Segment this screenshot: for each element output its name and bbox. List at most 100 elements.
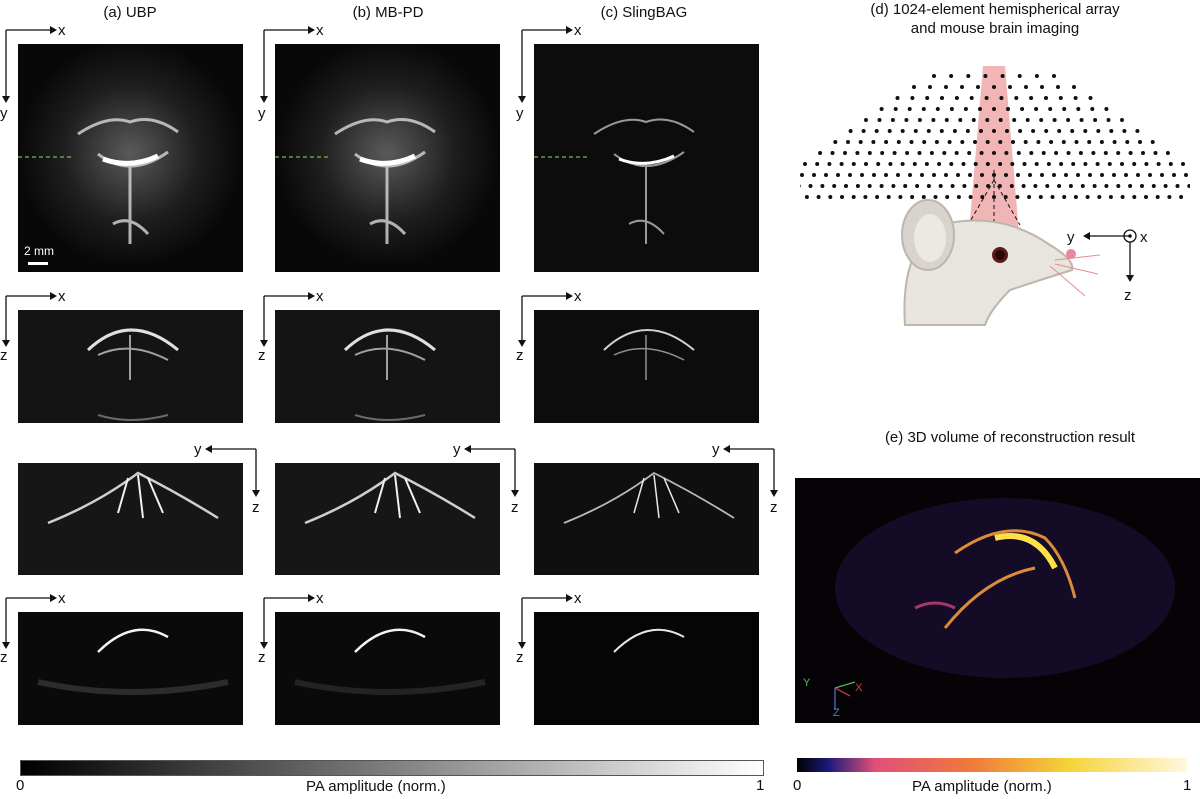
array-element-dot <box>1100 173 1104 177</box>
axis-gizmo-yz: y x z <box>1067 229 1148 304</box>
array-element-dot <box>1128 151 1133 155</box>
array-element-dot <box>867 184 872 188</box>
array-element-dot <box>879 184 884 188</box>
array-element-dot <box>1061 140 1066 144</box>
array-element-dot <box>984 96 989 100</box>
array-element-dot <box>864 162 868 166</box>
array-element-dot <box>1009 184 1014 188</box>
array-element-dot <box>1071 162 1076 166</box>
image-ubp-xz-slice <box>18 612 243 725</box>
array-element-dot <box>840 195 844 199</box>
array-element-dot <box>938 184 943 188</box>
array-element-dot <box>1095 162 1100 166</box>
array-element-dot <box>1016 173 1020 177</box>
array-element-dot <box>1070 129 1075 133</box>
hemispherical-array-diagram: y x z <box>758 60 1200 330</box>
array-element-dot <box>909 140 914 144</box>
axis-label: z <box>516 649 524 666</box>
array-element-dot <box>1172 173 1176 177</box>
array-element-dot <box>1014 96 1019 100</box>
axis-label: x <box>58 22 66 39</box>
array-element-dot <box>895 96 900 100</box>
array-element-dot <box>932 173 936 177</box>
array-element-dot <box>947 140 952 144</box>
array-element-dot <box>874 129 879 133</box>
image-ubp-xz <box>18 310 243 423</box>
gizmo-label-z: Z <box>833 707 840 719</box>
array-element-dot <box>1135 129 1140 133</box>
array-element-dot <box>985 140 990 144</box>
axis-label: z <box>252 499 260 516</box>
array-element-dot <box>1016 151 1021 155</box>
array-element-dot <box>1104 107 1109 111</box>
array-element-dot <box>1136 173 1140 177</box>
array-element-dot <box>1148 173 1152 177</box>
colorbar-hot <box>797 758 1187 772</box>
array-element-dot <box>1125 140 1130 144</box>
array-element-dot <box>976 85 980 89</box>
array-element-dot <box>1184 173 1188 177</box>
array-element-dot <box>900 129 905 133</box>
array-element-dot <box>855 184 860 188</box>
array-element-dot <box>968 173 972 177</box>
image-mbpd-xz-slice <box>275 612 500 725</box>
array-element-dot <box>1080 184 1085 188</box>
array-element-dot <box>935 107 940 111</box>
array-element-dot <box>1041 151 1046 155</box>
array-element-dot <box>820 184 825 188</box>
array-element-dot <box>963 107 968 111</box>
array-element-dot <box>1008 85 1012 89</box>
array-element-dot <box>839 162 844 166</box>
array-element-dot <box>1079 118 1084 122</box>
array-element-dot <box>1015 195 1020 199</box>
array-element-dot <box>931 118 936 122</box>
array-element-dot <box>1104 184 1109 188</box>
array-element-dot <box>877 118 882 122</box>
array-element-dot <box>1108 195 1113 199</box>
array-element-dot <box>998 162 1003 166</box>
axes-xy-a: x y <box>0 22 80 122</box>
array-element-dot <box>968 195 973 199</box>
array-element-dot <box>966 74 971 78</box>
array-element-dot <box>812 173 816 177</box>
array-element-dot <box>1120 195 1125 199</box>
array-element-dot <box>1005 129 1009 133</box>
array-element-dot <box>1153 151 1158 155</box>
array-element-dot <box>958 118 963 122</box>
array-element-dot <box>912 85 916 89</box>
column-title-mbpd: (b) MB-PD <box>352 4 424 21</box>
axis-label-x: x <box>1140 229 1148 246</box>
axis-label: y <box>516 105 524 122</box>
array-element-dot <box>913 129 918 133</box>
array-element-dot <box>1112 173 1116 177</box>
array-element-dot <box>808 184 813 188</box>
array-element-dot <box>898 195 903 199</box>
array-element-dot <box>1132 195 1137 199</box>
array-element-dot <box>920 173 924 177</box>
array-element-dot <box>1052 74 1056 78</box>
column-title-slingbag: (c) SlingBAG <box>600 4 688 21</box>
array-element-dot <box>908 173 912 177</box>
array-element-dot <box>846 140 850 144</box>
array-element-dot <box>1050 195 1055 199</box>
array-element-dot <box>1093 118 1098 122</box>
array-element-dot <box>992 195 996 199</box>
array-element-dot <box>1103 151 1108 155</box>
array-element-dot <box>1150 140 1155 144</box>
array-element-dot <box>804 195 809 199</box>
array-element-dot <box>1099 140 1104 144</box>
image-slingbag-xz <box>534 310 759 423</box>
array-element-dot <box>836 173 840 177</box>
axes-yz-a: y z <box>190 438 270 523</box>
array-element-dot <box>1062 107 1067 111</box>
axes-xz-c: x z <box>516 288 596 373</box>
array-element-dot <box>1066 118 1071 122</box>
axis-label-y: y <box>1067 229 1075 246</box>
array-element-dot <box>1064 173 1068 177</box>
axis-label: z <box>511 499 519 516</box>
array-element-dot <box>796 184 801 188</box>
transducer-elements <box>758 74 1200 199</box>
array-element-dot <box>910 96 915 100</box>
axis-label: y <box>453 441 461 458</box>
array-element-dot <box>1027 195 1032 199</box>
